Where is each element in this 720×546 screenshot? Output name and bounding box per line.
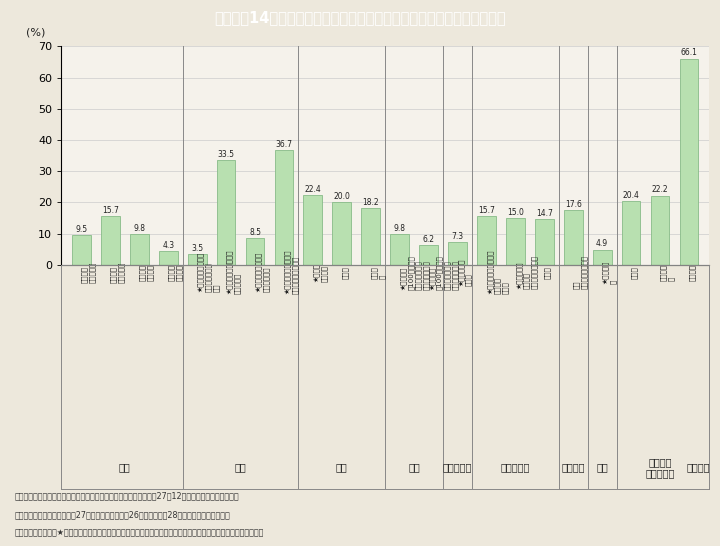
Bar bbox=[303, 195, 323, 265]
Text: 地域: 地域 bbox=[596, 462, 608, 473]
Bar bbox=[448, 242, 467, 265]
Text: 裁判官: 裁判官 bbox=[342, 266, 348, 278]
Text: 9.8: 9.8 bbox=[394, 224, 405, 233]
Bar bbox=[680, 58, 698, 265]
Bar bbox=[188, 254, 207, 265]
Text: ★農業委員会
会員＊: ★農業委員会 会員＊ bbox=[457, 258, 472, 286]
Text: 3.5: 3.5 bbox=[191, 244, 203, 253]
Text: 9.8: 9.8 bbox=[133, 224, 145, 233]
Bar bbox=[159, 251, 178, 265]
Text: （備考）１．内閣府「女性の政策・方針決定参画状況調べ」（平成27年12月）より一部情報を更新。: （備考）１．内閣府「女性の政策・方針決定参画状況調べ」（平成27年12月）より一… bbox=[14, 491, 239, 501]
Text: 医師＊: 医師＊ bbox=[631, 266, 638, 278]
Text: ★検察官
（検事）: ★検察官 （検事） bbox=[313, 263, 328, 282]
Text: 22.2: 22.2 bbox=[652, 185, 668, 194]
Text: ★民間企業
（100人以上）
における管理職
（課長相当職）: ★民間企業 （100人以上） における管理職 （課長相当職） bbox=[400, 255, 430, 289]
Text: 14.7: 14.7 bbox=[536, 209, 553, 218]
Text: 行政: 行政 bbox=[235, 462, 246, 473]
Text: 国会議員
（衆議院）: 国会議員 （衆議院） bbox=[81, 262, 96, 283]
Text: ★自治会長
＊: ★自治会長 ＊ bbox=[602, 260, 617, 284]
Text: 都道府県
議会議員: 都道府県 議会議員 bbox=[139, 264, 154, 281]
Text: ★大学教授等
（学長、
副学長及び教授）: ★大学教授等 （学長、 副学長及び教授） bbox=[516, 255, 538, 289]
Text: 薬剤師＊: 薬剤師＊ bbox=[689, 264, 696, 281]
Text: メディア: メディア bbox=[562, 462, 585, 473]
Bar bbox=[593, 250, 611, 265]
Bar bbox=[564, 210, 582, 265]
Text: ★民間企業
（100人以上）
における管理職
（部長相当職）: ★民間企業 （100人以上） における管理職 （部長相当職） bbox=[428, 255, 459, 289]
Text: ★本省課室長相当職の
国家公務員: ★本省課室長相当職の 国家公務員 bbox=[226, 250, 240, 294]
Text: 66.1: 66.1 bbox=[680, 49, 698, 57]
Bar bbox=[246, 238, 264, 265]
Bar bbox=[419, 246, 438, 265]
Text: 8.5: 8.5 bbox=[249, 228, 261, 237]
Bar bbox=[535, 219, 554, 265]
Text: なお，★印は，第４次男女共同参画基本計画において当該項目が成果目標として掲げられているもの。: なお，★印は，第４次男女共同参画基本計画において当該項目が成果目標として掲げられ… bbox=[14, 528, 264, 537]
Text: 17.6: 17.6 bbox=[564, 200, 582, 209]
Text: 4.3: 4.3 bbox=[162, 241, 174, 250]
Text: 7.3: 7.3 bbox=[451, 232, 464, 241]
Text: 36.7: 36.7 bbox=[276, 140, 292, 149]
Text: 9.5: 9.5 bbox=[76, 225, 88, 234]
Bar bbox=[130, 234, 149, 265]
Text: 研究者: 研究者 bbox=[544, 266, 551, 278]
Text: 6.2: 6.2 bbox=[423, 235, 435, 244]
Text: ★国の審議会等参員
（専門委員）: ★国の審議会等参員 （専門委員） bbox=[255, 252, 269, 292]
Bar bbox=[274, 150, 293, 265]
Bar bbox=[217, 161, 235, 265]
Text: 雇用: 雇用 bbox=[408, 462, 420, 473]
Text: 司法: 司法 bbox=[336, 462, 348, 473]
Text: 18.2: 18.2 bbox=[362, 198, 379, 207]
Bar bbox=[506, 218, 525, 265]
Bar bbox=[651, 195, 670, 265]
Text: (%): (%) bbox=[26, 28, 45, 38]
Text: 農林水産業: 農林水産業 bbox=[443, 462, 472, 473]
Text: 33.5: 33.5 bbox=[217, 150, 235, 159]
Text: 弁護士
＊: 弁護士 ＊ bbox=[371, 266, 385, 278]
Bar bbox=[477, 216, 496, 265]
Text: 歯科医師
＊: 歯科医師 ＊ bbox=[660, 264, 675, 281]
Text: Ｉ－１－14図　各分野における主な「指導的地位」に女性が占める割合: Ｉ－１－14図 各分野における主な「指導的地位」に女性が占める割合 bbox=[214, 10, 506, 25]
Text: 政治: 政治 bbox=[119, 462, 131, 473]
Text: 20.0: 20.0 bbox=[333, 192, 350, 201]
Text: 教育・研究: 教育・研究 bbox=[500, 462, 530, 473]
Bar bbox=[361, 208, 380, 265]
Text: （分野）: （分野） bbox=[686, 462, 710, 473]
Text: 記者
（日本新聞協会）: 記者 （日本新聞協会） bbox=[573, 255, 588, 289]
Bar bbox=[333, 203, 351, 265]
Text: 15.7: 15.7 bbox=[478, 206, 495, 215]
Text: 国会議員
（参議院）: 国会議員 （参議院） bbox=[110, 262, 125, 283]
Text: ★都道府県における本
庁課長相当職の職員: ★都道府県における本 庁課長相当職の職員 bbox=[284, 250, 299, 294]
Bar bbox=[621, 201, 641, 265]
Bar bbox=[101, 216, 120, 265]
Text: 22.4: 22.4 bbox=[305, 185, 321, 194]
Text: ２．原則として平成27年値。ただし，＊は26年値，＊＊は28年値。（注）は速報値。: ２．原則として平成27年値。ただし，＊は26年値，＊＊は28年値。（注）は速報値… bbox=[14, 510, 230, 519]
Text: 20.4: 20.4 bbox=[623, 191, 639, 200]
Text: ★初等中等教育機関の
教頭以上
（注）: ★初等中等教育機関の 教頭以上 （注） bbox=[487, 250, 509, 294]
Text: その他の
専門的職業: その他の 専門的職業 bbox=[645, 457, 675, 478]
Text: ★国家公務員採用者
（総合職試験）
＊＊: ★国家公務員採用者 （総合職試験） ＊＊ bbox=[197, 252, 220, 292]
Bar bbox=[390, 234, 409, 265]
Text: 4.9: 4.9 bbox=[596, 239, 608, 248]
Text: 15.0: 15.0 bbox=[507, 208, 524, 217]
Text: 15.7: 15.7 bbox=[102, 206, 119, 215]
Bar bbox=[72, 235, 91, 265]
Text: 都道府県
知事＊＊: 都道府県 知事＊＊ bbox=[168, 264, 183, 281]
